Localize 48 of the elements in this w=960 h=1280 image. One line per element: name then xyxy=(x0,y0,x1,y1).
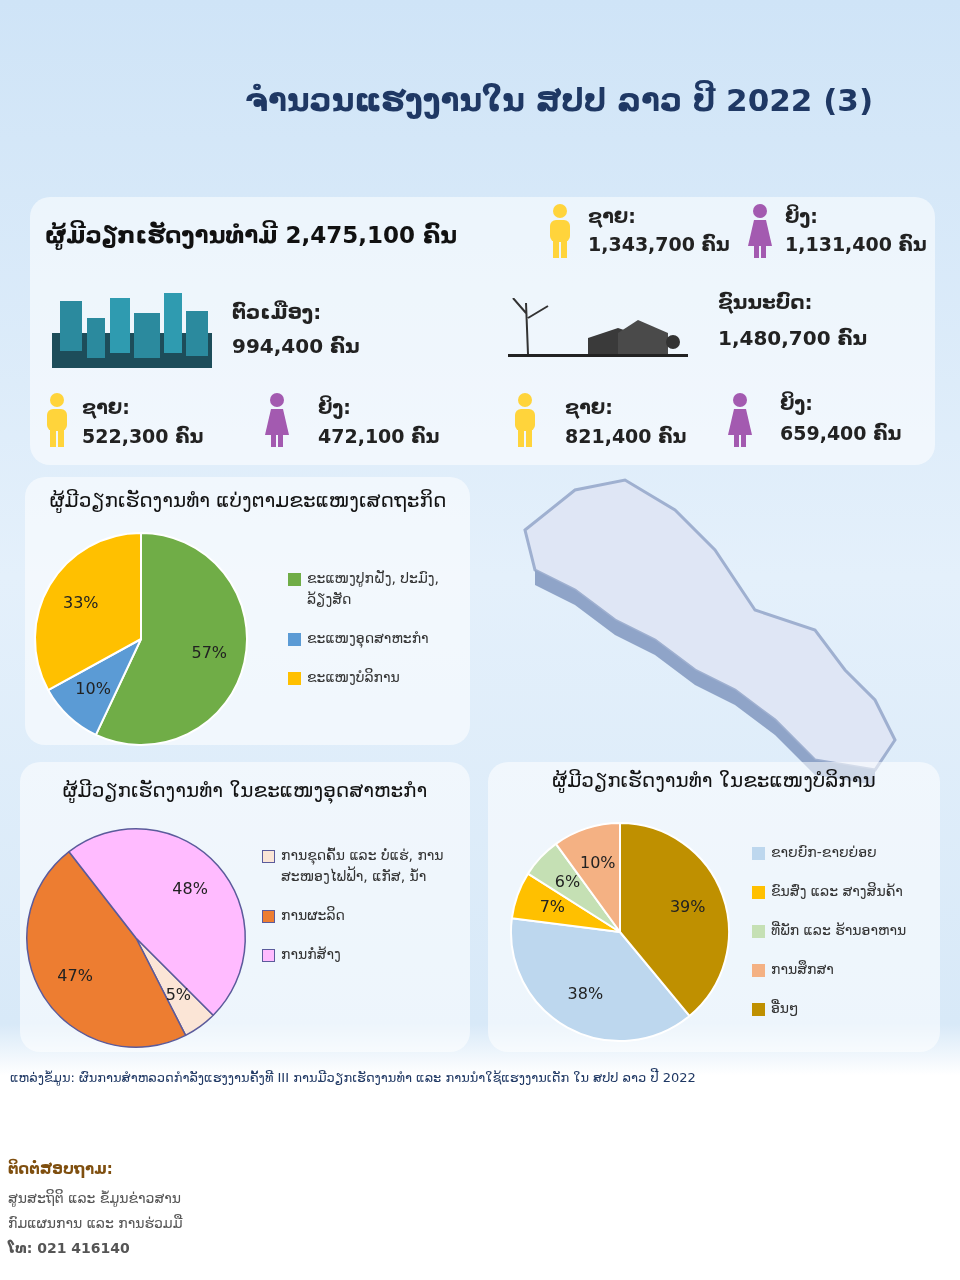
legend-label: ຂົນສົ່ງ ແລະ ສາງສິນຄ້າ xyxy=(771,881,903,901)
text: ຊາຍ: xyxy=(588,205,636,227)
legend-label: ຂະແໜງບໍລິການ xyxy=(307,667,400,687)
text: 821,400 ຄົນ xyxy=(565,425,687,447)
text: 1,131,400 ຄົນ xyxy=(785,233,927,255)
text: 522,300 ຄົນ xyxy=(82,425,204,447)
text: ສູນສະຖິຕິ ແລະ ຂໍ້ມູນຂ່າວສານ xyxy=(8,1190,182,1206)
text: 1,343,700 ຄົນ xyxy=(588,233,730,255)
text: 659,400 ຄົນ xyxy=(780,422,902,444)
data-label: 39% xyxy=(669,896,706,916)
data-label: 10% xyxy=(75,679,111,699)
chart-title: ຜູ້ມີວຽກເຮັດງານທຳ ແບ່ງຕາມຂະແໜງເສດຖະກິດ xyxy=(49,488,447,512)
legend-label: ການຂຸດຄົ້ນ ແລະ ບໍ່ແຮ່, ການສະໜອງໄຟຟ້າ, ແກັສ, ນ້ຳ xyxy=(281,846,445,886)
text: ຍິງ: xyxy=(785,205,818,227)
text: 472,100 ຄົນ xyxy=(318,425,440,447)
data-label: 6% xyxy=(554,871,581,891)
chart-title: ຜູ້ມີວຽກເຮັດງານທຳ ໃນຂະແໜງອຸດສາຫະກຳ xyxy=(62,778,428,802)
text: ຍິງ: xyxy=(780,392,813,414)
legend-label: ການກໍ່ສ້າງ xyxy=(281,945,341,964)
text: ຈຳນວນແຮງງານໃນ ສປປ ລາວ ປີ 2022 (3) xyxy=(245,82,874,118)
data-label: 48% xyxy=(172,879,208,899)
legend-label: ທີ່ພັກ ແລະ ຮ້ານອາຫານ xyxy=(771,920,907,940)
legend-label: ຂະແໜງອຸດສາຫະກຳ xyxy=(307,629,429,649)
legend-label: ຂະແໜງປູກຝັງ, ປະມົງ, ລ້ຽງສັດ xyxy=(307,569,440,609)
data-label: 47% xyxy=(57,965,93,985)
text: ຊາຍ: xyxy=(82,396,130,418)
data-label: 57% xyxy=(191,643,228,663)
text: ຜູ້ມີວຽກເຮັດງານທຳມີ 2,475,100 ຄົນ xyxy=(45,222,458,248)
text: ຊາຍ: xyxy=(565,396,613,418)
data-label: 33% xyxy=(63,592,99,612)
text: ກົມແຜນການ ແລະ ການຮ່ວມມື xyxy=(8,1215,183,1231)
legend-label: ຂາຍຍົກ-ຂາຍຍ່ອຍ xyxy=(771,843,877,862)
chart-title: ຜູ້ມີວຽກເຮັດງານທຳ ໃນຂະແໜງບໍລິການ xyxy=(552,768,876,792)
text: ຕິດຕໍ່ສອບຖາມ: xyxy=(8,1160,113,1178)
data-label: 7% xyxy=(539,896,566,916)
legend-label: ການຜະລິດ xyxy=(281,905,345,925)
text: 994,400 ຄົນ xyxy=(232,334,360,358)
text: 1,480,700 ຄົນ xyxy=(718,326,868,350)
legend-label: ອື່ນໆ xyxy=(771,998,799,1018)
text: ຍິງ: xyxy=(318,396,351,418)
text: ໂທ: 021 416140 xyxy=(8,1240,130,1256)
text: ແຫລ່ງຂໍ້ມູນ: ຜົນການສຳຫລວດກຳລັງແຮງງານຄັ້ງທີ III ການມີວຽກເຮັດງານທຳ ແລະ ການນຳໃຊ້ແຮງງານເດັກ ໃນ ສປປ ລາວ ປີ 2022 xyxy=(10,1070,696,1085)
text: ຊົນນະບົດ: xyxy=(718,290,813,314)
text: ຕົວເມືອງ: xyxy=(232,300,322,324)
data-label: 38% xyxy=(567,984,604,1004)
data-label: 5% xyxy=(165,985,192,1005)
data-label: 10% xyxy=(579,852,616,872)
legend-label: ການສຶກສາ xyxy=(771,959,834,979)
